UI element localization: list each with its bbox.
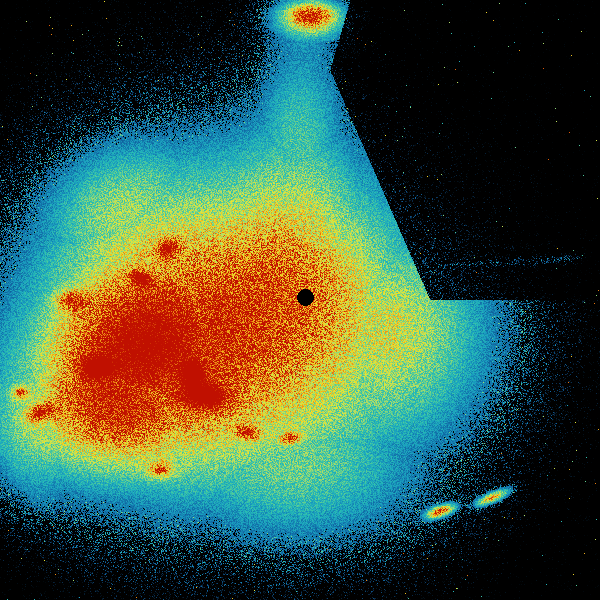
image-viewport [0,0,600,600]
false-color-sky-map [0,0,600,600]
